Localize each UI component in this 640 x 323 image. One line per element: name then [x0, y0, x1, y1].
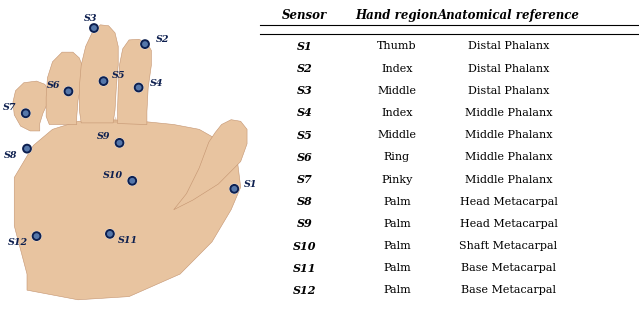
Point	[63, 89, 74, 94]
Polygon shape	[13, 81, 49, 131]
Text: Head Metacarpal: Head Metacarpal	[460, 197, 557, 207]
Text: S6: S6	[47, 81, 60, 90]
Point	[89, 26, 99, 31]
Text: Index: Index	[381, 108, 413, 118]
Point	[229, 186, 239, 192]
Text: Palm: Palm	[383, 219, 411, 229]
Text: S6: S6	[296, 152, 312, 163]
Point	[22, 146, 32, 151]
Point	[134, 85, 144, 90]
Text: Anatomical reference: Anatomical reference	[438, 9, 579, 22]
Text: Head Metacarpal: Head Metacarpal	[460, 219, 557, 229]
Text: S9: S9	[296, 218, 312, 229]
Text: S4: S4	[150, 79, 163, 88]
Text: Index: Index	[381, 64, 413, 74]
Point	[63, 89, 74, 94]
Text: Hand region: Hand region	[356, 9, 438, 22]
Polygon shape	[173, 120, 247, 210]
Text: S3: S3	[296, 85, 312, 96]
Text: Middle Phalanx: Middle Phalanx	[465, 130, 552, 140]
Text: Sensor: Sensor	[282, 9, 327, 22]
Text: Distal Phalanx: Distal Phalanx	[468, 64, 549, 74]
Point	[105, 231, 115, 236]
Point	[20, 111, 31, 116]
Text: Ring: Ring	[384, 152, 410, 162]
Text: Shaft Metacarpal: Shaft Metacarpal	[460, 241, 557, 251]
Text: Palm: Palm	[383, 197, 411, 207]
Point	[140, 42, 150, 47]
Point	[99, 78, 109, 84]
Text: Palm: Palm	[383, 263, 411, 273]
Polygon shape	[46, 52, 83, 124]
Point	[127, 178, 138, 183]
Point	[31, 234, 42, 239]
Text: Palm: Palm	[383, 286, 411, 296]
Text: S12: S12	[292, 285, 316, 296]
Point	[89, 26, 99, 31]
Point	[105, 231, 115, 236]
Text: S11: S11	[292, 263, 316, 274]
Point	[115, 140, 125, 145]
Point	[22, 146, 32, 151]
Text: S10: S10	[292, 241, 316, 252]
Point	[134, 85, 144, 90]
Text: S1: S1	[243, 180, 257, 189]
Text: S3: S3	[84, 14, 97, 23]
Text: Middle Phalanx: Middle Phalanx	[465, 108, 552, 118]
Point	[229, 186, 239, 192]
Text: Base Metacarpal: Base Metacarpal	[461, 286, 556, 296]
Text: S10: S10	[103, 172, 123, 181]
Point	[229, 186, 239, 192]
Point	[140, 42, 150, 47]
Point	[99, 78, 109, 84]
Point	[20, 111, 31, 116]
Point	[31, 234, 42, 239]
Text: Thumb: Thumb	[377, 41, 417, 51]
Text: Base Metacarpal: Base Metacarpal	[461, 263, 556, 273]
Text: Distal Phalanx: Distal Phalanx	[468, 86, 549, 96]
Text: Middle Phalanx: Middle Phalanx	[465, 174, 552, 184]
Point	[63, 89, 74, 94]
Point	[115, 140, 125, 145]
Point	[115, 140, 125, 145]
Point	[140, 42, 150, 47]
Text: S9: S9	[97, 132, 110, 141]
Point	[134, 85, 144, 90]
Text: S5: S5	[112, 71, 125, 80]
Point	[105, 231, 115, 236]
Text: S7: S7	[296, 174, 312, 185]
Point	[127, 178, 138, 183]
Text: S4: S4	[296, 108, 312, 119]
Point	[89, 26, 99, 31]
Text: S2: S2	[296, 63, 312, 74]
Text: Distal Phalanx: Distal Phalanx	[468, 41, 549, 51]
Text: S8: S8	[296, 196, 312, 207]
Point	[22, 146, 32, 151]
Text: S5: S5	[296, 130, 312, 141]
Text: S12: S12	[8, 238, 28, 247]
Text: Palm: Palm	[383, 241, 411, 251]
Point	[127, 178, 138, 183]
Polygon shape	[118, 39, 152, 124]
Polygon shape	[79, 25, 118, 123]
Point	[20, 111, 31, 116]
Text: Middle: Middle	[378, 86, 417, 96]
Text: Pinky: Pinky	[381, 174, 413, 184]
Text: S2: S2	[156, 35, 170, 44]
Text: S8: S8	[4, 151, 18, 160]
Text: Middle Phalanx: Middle Phalanx	[465, 152, 552, 162]
Text: Middle: Middle	[378, 130, 417, 140]
Polygon shape	[113, 117, 118, 123]
Point	[31, 234, 42, 239]
Polygon shape	[14, 120, 241, 300]
Text: S11: S11	[118, 236, 138, 245]
Text: S7: S7	[3, 103, 16, 112]
Point	[99, 78, 109, 84]
Text: S1: S1	[296, 41, 312, 52]
